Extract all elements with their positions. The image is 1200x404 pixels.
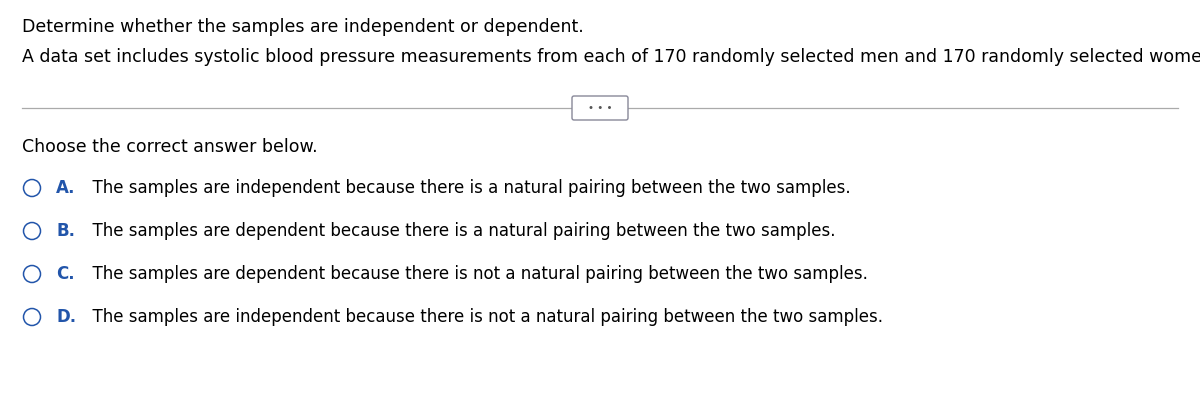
FancyBboxPatch shape: [572, 96, 628, 120]
Text: D.: D.: [56, 308, 76, 326]
Text: A.: A.: [56, 179, 76, 197]
Text: C.: C.: [56, 265, 74, 283]
Text: The samples are dependent because there is not a natural pairing between the two: The samples are dependent because there …: [82, 265, 868, 283]
Text: A data set includes systolic blood pressure measurements from each of 170 random: A data set includes systolic blood press…: [22, 48, 1200, 66]
Ellipse shape: [24, 265, 41, 282]
Text: The samples are independent because there is not a natural pairing between the t: The samples are independent because ther…: [82, 308, 883, 326]
Text: Determine whether the samples are independent or dependent.: Determine whether the samples are indepe…: [22, 18, 583, 36]
Text: The samples are independent because there is a natural pairing between the two s: The samples are independent because ther…: [82, 179, 851, 197]
Text: B.: B.: [56, 222, 74, 240]
Ellipse shape: [24, 179, 41, 196]
Text: Choose the correct answer below.: Choose the correct answer below.: [22, 138, 318, 156]
Text: The samples are dependent because there is a natural pairing between the two sam: The samples are dependent because there …: [82, 222, 835, 240]
Ellipse shape: [24, 223, 41, 240]
Text: • • •: • • •: [588, 103, 612, 113]
Ellipse shape: [24, 309, 41, 326]
